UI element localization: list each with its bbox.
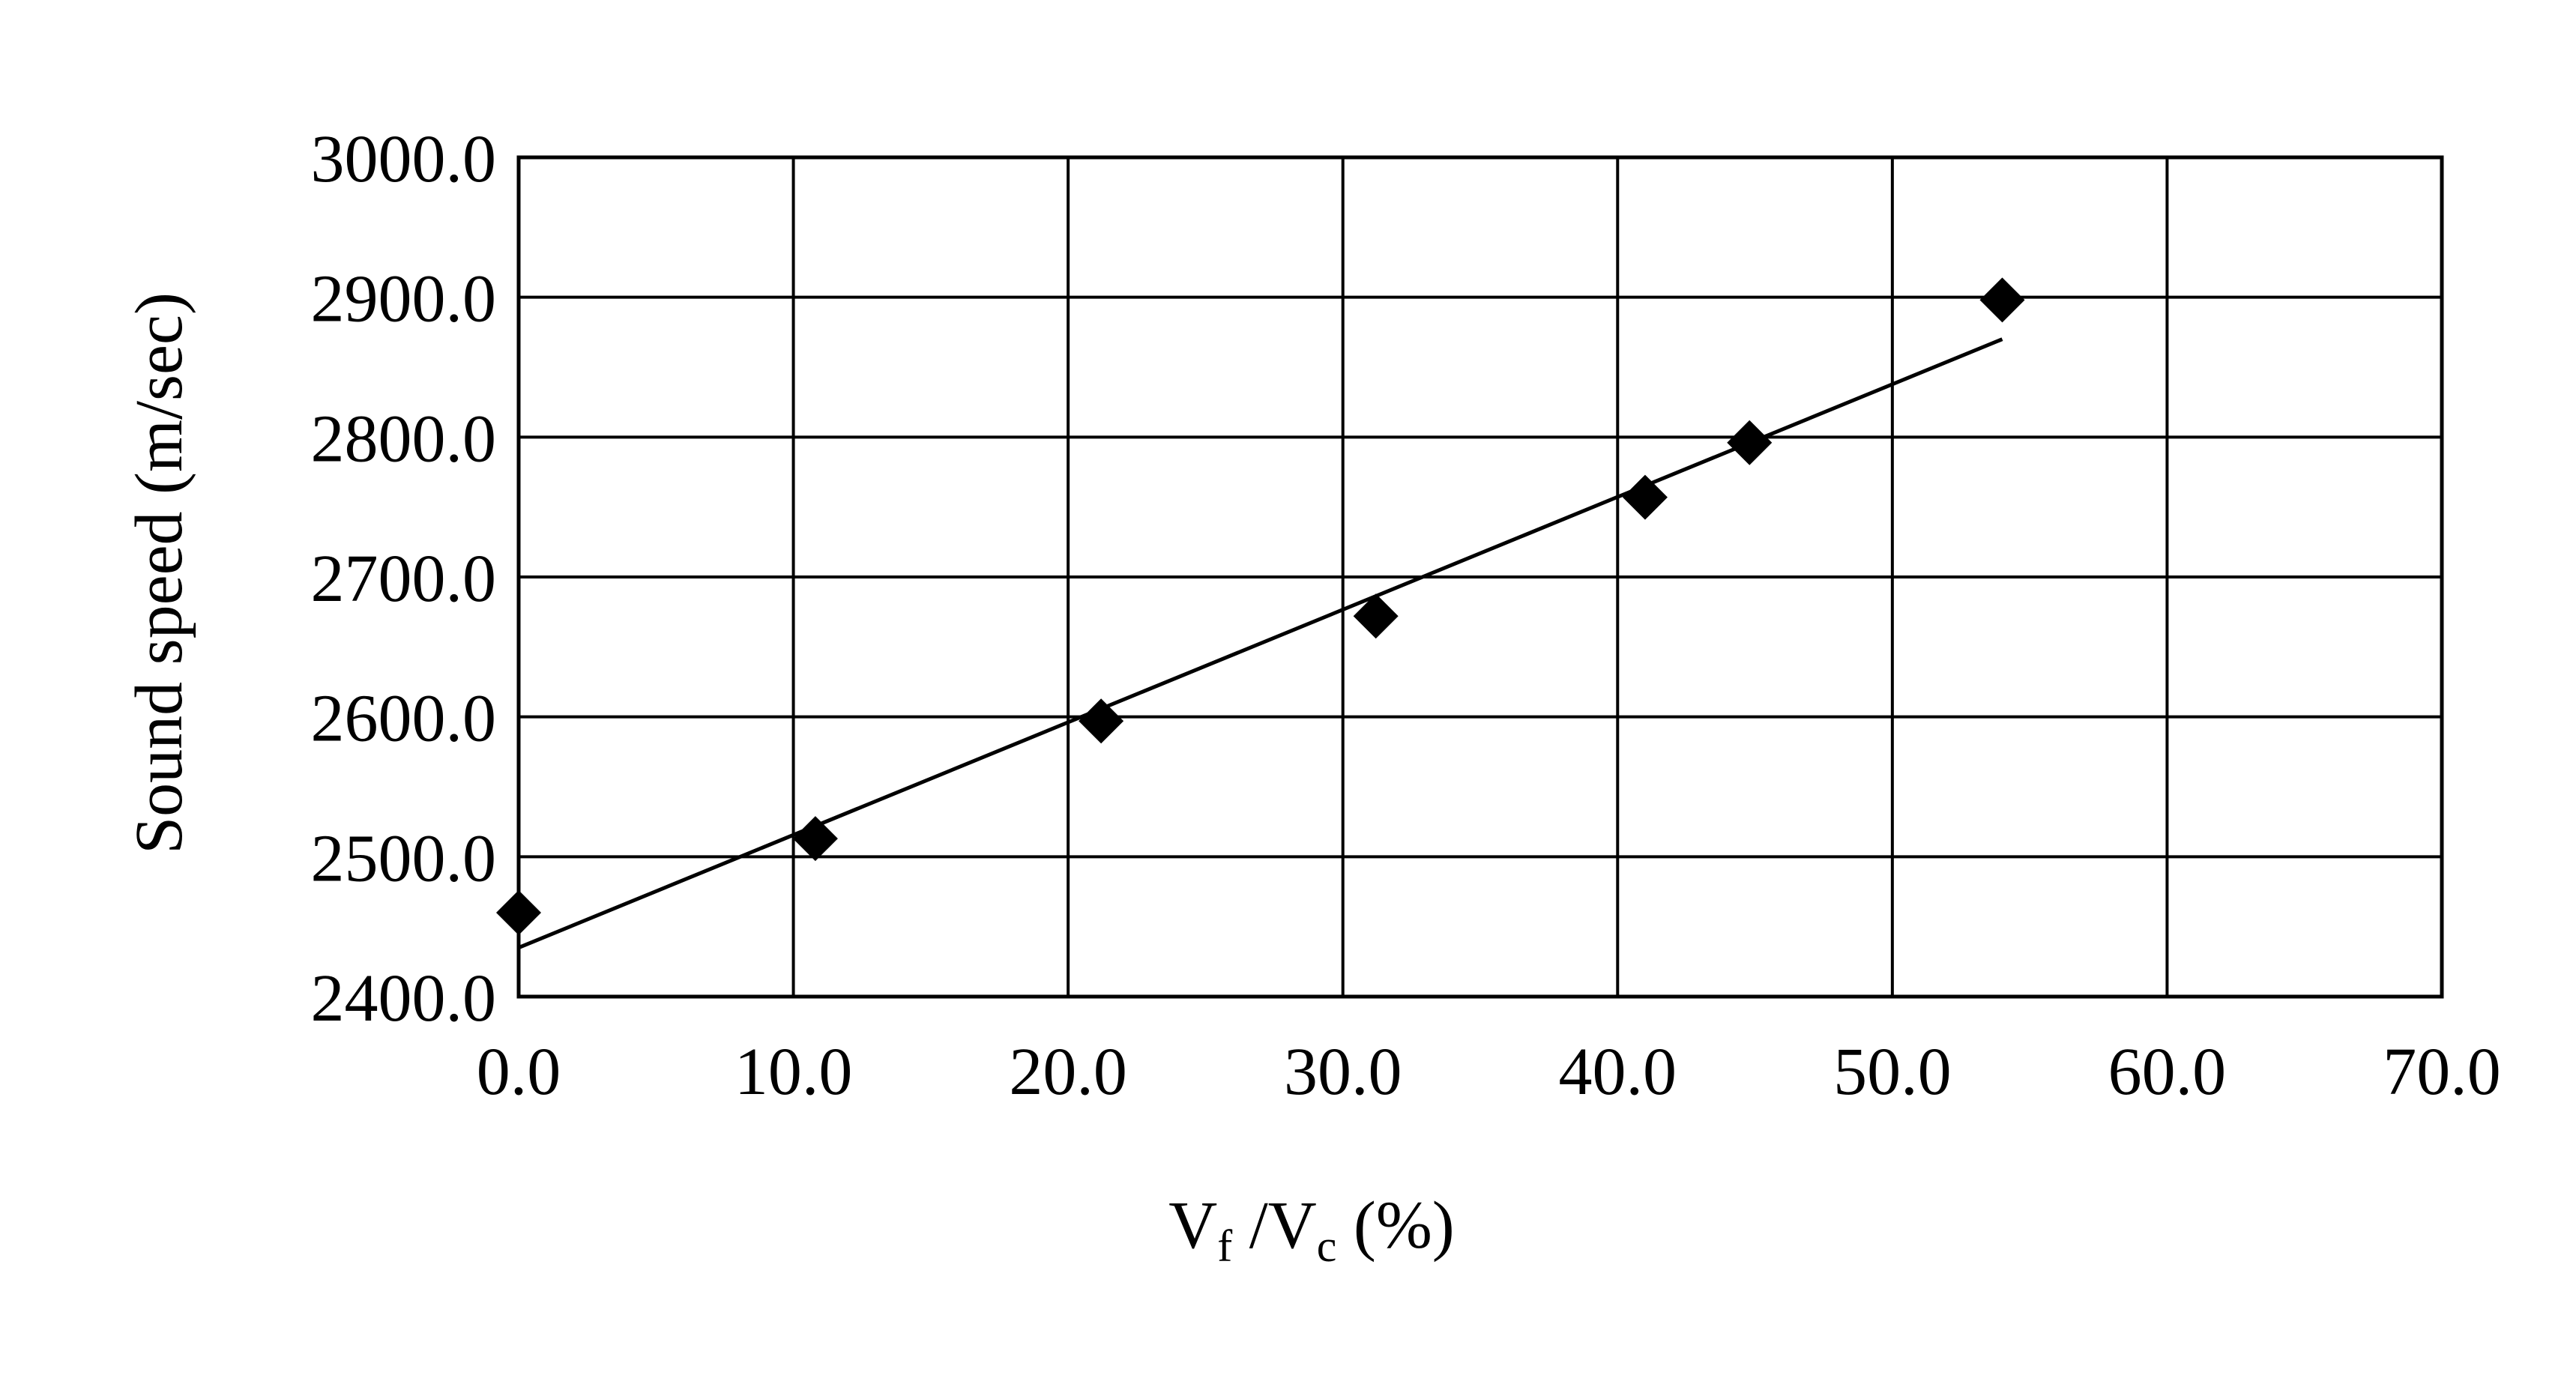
x-tick-label: 30.0 xyxy=(1284,1035,1402,1109)
plot-area-frame xyxy=(516,155,2444,999)
y-tick-label: 2900.0 xyxy=(311,262,497,336)
data-point-diamond xyxy=(1979,277,2025,323)
data-point-diamond xyxy=(1079,698,1124,744)
x-tick-label: 20.0 xyxy=(1009,1035,1127,1109)
y-tick-label: 2700.0 xyxy=(311,542,497,616)
x-tick-label: 70.0 xyxy=(2383,1035,2501,1109)
data-point-diamond xyxy=(1353,593,1399,639)
x-axis-label: Vf /Vc (%) xyxy=(1168,1188,1455,1271)
data-point-diamond xyxy=(792,816,838,862)
x-axis-label-main: V xyxy=(1168,1188,1217,1263)
y-tick-label: 2400.0 xyxy=(311,961,497,1036)
y-tick-label: 2800.0 xyxy=(311,402,497,476)
x-tick-label: 60.0 xyxy=(2108,1035,2227,1109)
y-tick-label: 3000.0 xyxy=(311,122,497,196)
x-axis-label-subscript-2: c xyxy=(1317,1221,1337,1271)
y-tick-label: 2600.0 xyxy=(311,682,497,756)
x-axis-label-unit: (%) xyxy=(1336,1188,1454,1263)
x-axis-label-subscript-1: f xyxy=(1217,1221,1232,1271)
data-point-diamond xyxy=(1727,420,1773,465)
x-tick-label: 0.0 xyxy=(477,1035,561,1109)
y-tick-label: 2500.0 xyxy=(311,821,497,895)
data-points xyxy=(496,277,2025,935)
x-axis-label-separator: /V xyxy=(1232,1188,1317,1263)
grid-lines xyxy=(517,156,2443,998)
x-tick-label: 10.0 xyxy=(735,1035,853,1109)
y-axis-label: Sound speed (m/sec) xyxy=(122,292,196,854)
data-point-diamond xyxy=(1622,474,1668,520)
x-axis-tick-labels: 0.0 10.0 20.0 30.0 40.0 50.0 60.0 70.0 xyxy=(477,1035,2501,1109)
x-tick-label: 50.0 xyxy=(1833,1035,1952,1109)
y-axis-tick-labels: 2400.0 2500.0 2600.0 2700.0 2800.0 2900.0 3000… xyxy=(311,122,497,1036)
data-point-diamond xyxy=(496,890,541,935)
x-tick-label: 40.0 xyxy=(1559,1035,1677,1109)
